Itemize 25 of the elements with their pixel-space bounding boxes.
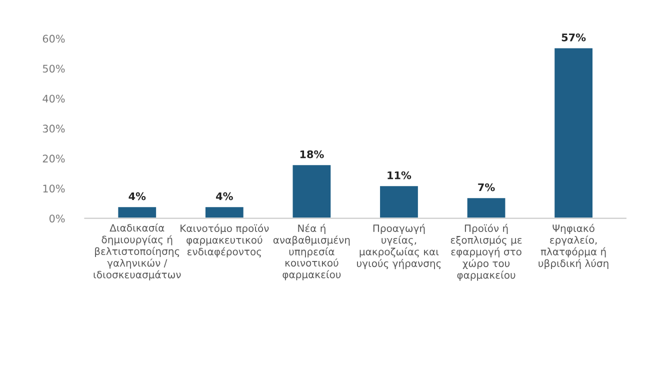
data-label: 4% (216, 192, 233, 200)
bar (553, 46, 594, 218)
data-label: 11% (388, 171, 412, 180)
x-tick-label: Νέα ή αναβαθμισμένη υπηρεσία κοινοτικού φαρμακείου (273, 224, 350, 280)
x-tick-label: Διαδικασία δημιουργίας ή βελτιστοποίησης γαληνικών / ιδιοσκευασμάτων (94, 224, 181, 280)
y-tick-label: 60% (42, 34, 65, 43)
data-label: 7% (478, 183, 495, 192)
y-tick-label: 40% (42, 94, 65, 103)
bar (466, 196, 507, 218)
data-label: 4% (128, 192, 146, 200)
y-tick-label: 50% (42, 64, 65, 73)
bar (204, 206, 245, 218)
data-label: 18% (300, 150, 324, 158)
y-tick-label: 10% (43, 184, 65, 192)
data-label: 57% (562, 33, 586, 42)
x-tick-label: Καινοτόμο προϊόν φαρμακευτικού ενδιαφέροντος (180, 224, 269, 258)
x-tick-label: Προϊόν ή εξοπλισμός με εφαρμογή στο χώρο του φαρμακείου (450, 224, 522, 281)
bar (378, 184, 420, 218)
x-tick-label: Προαγωγή υγείας, μακροζωίας και υγιούς γήρανσης (357, 224, 441, 270)
x-tick-label: Ψηφιακό εργαλείο, πλατφόρμα ή υβριδική λύση (538, 224, 608, 270)
y-tick-label: 20% (42, 154, 65, 163)
bar (116, 206, 158, 218)
y-tick-label: 0% (49, 214, 65, 222)
y-tick-label: 30% (42, 124, 65, 133)
bar (291, 164, 332, 218)
